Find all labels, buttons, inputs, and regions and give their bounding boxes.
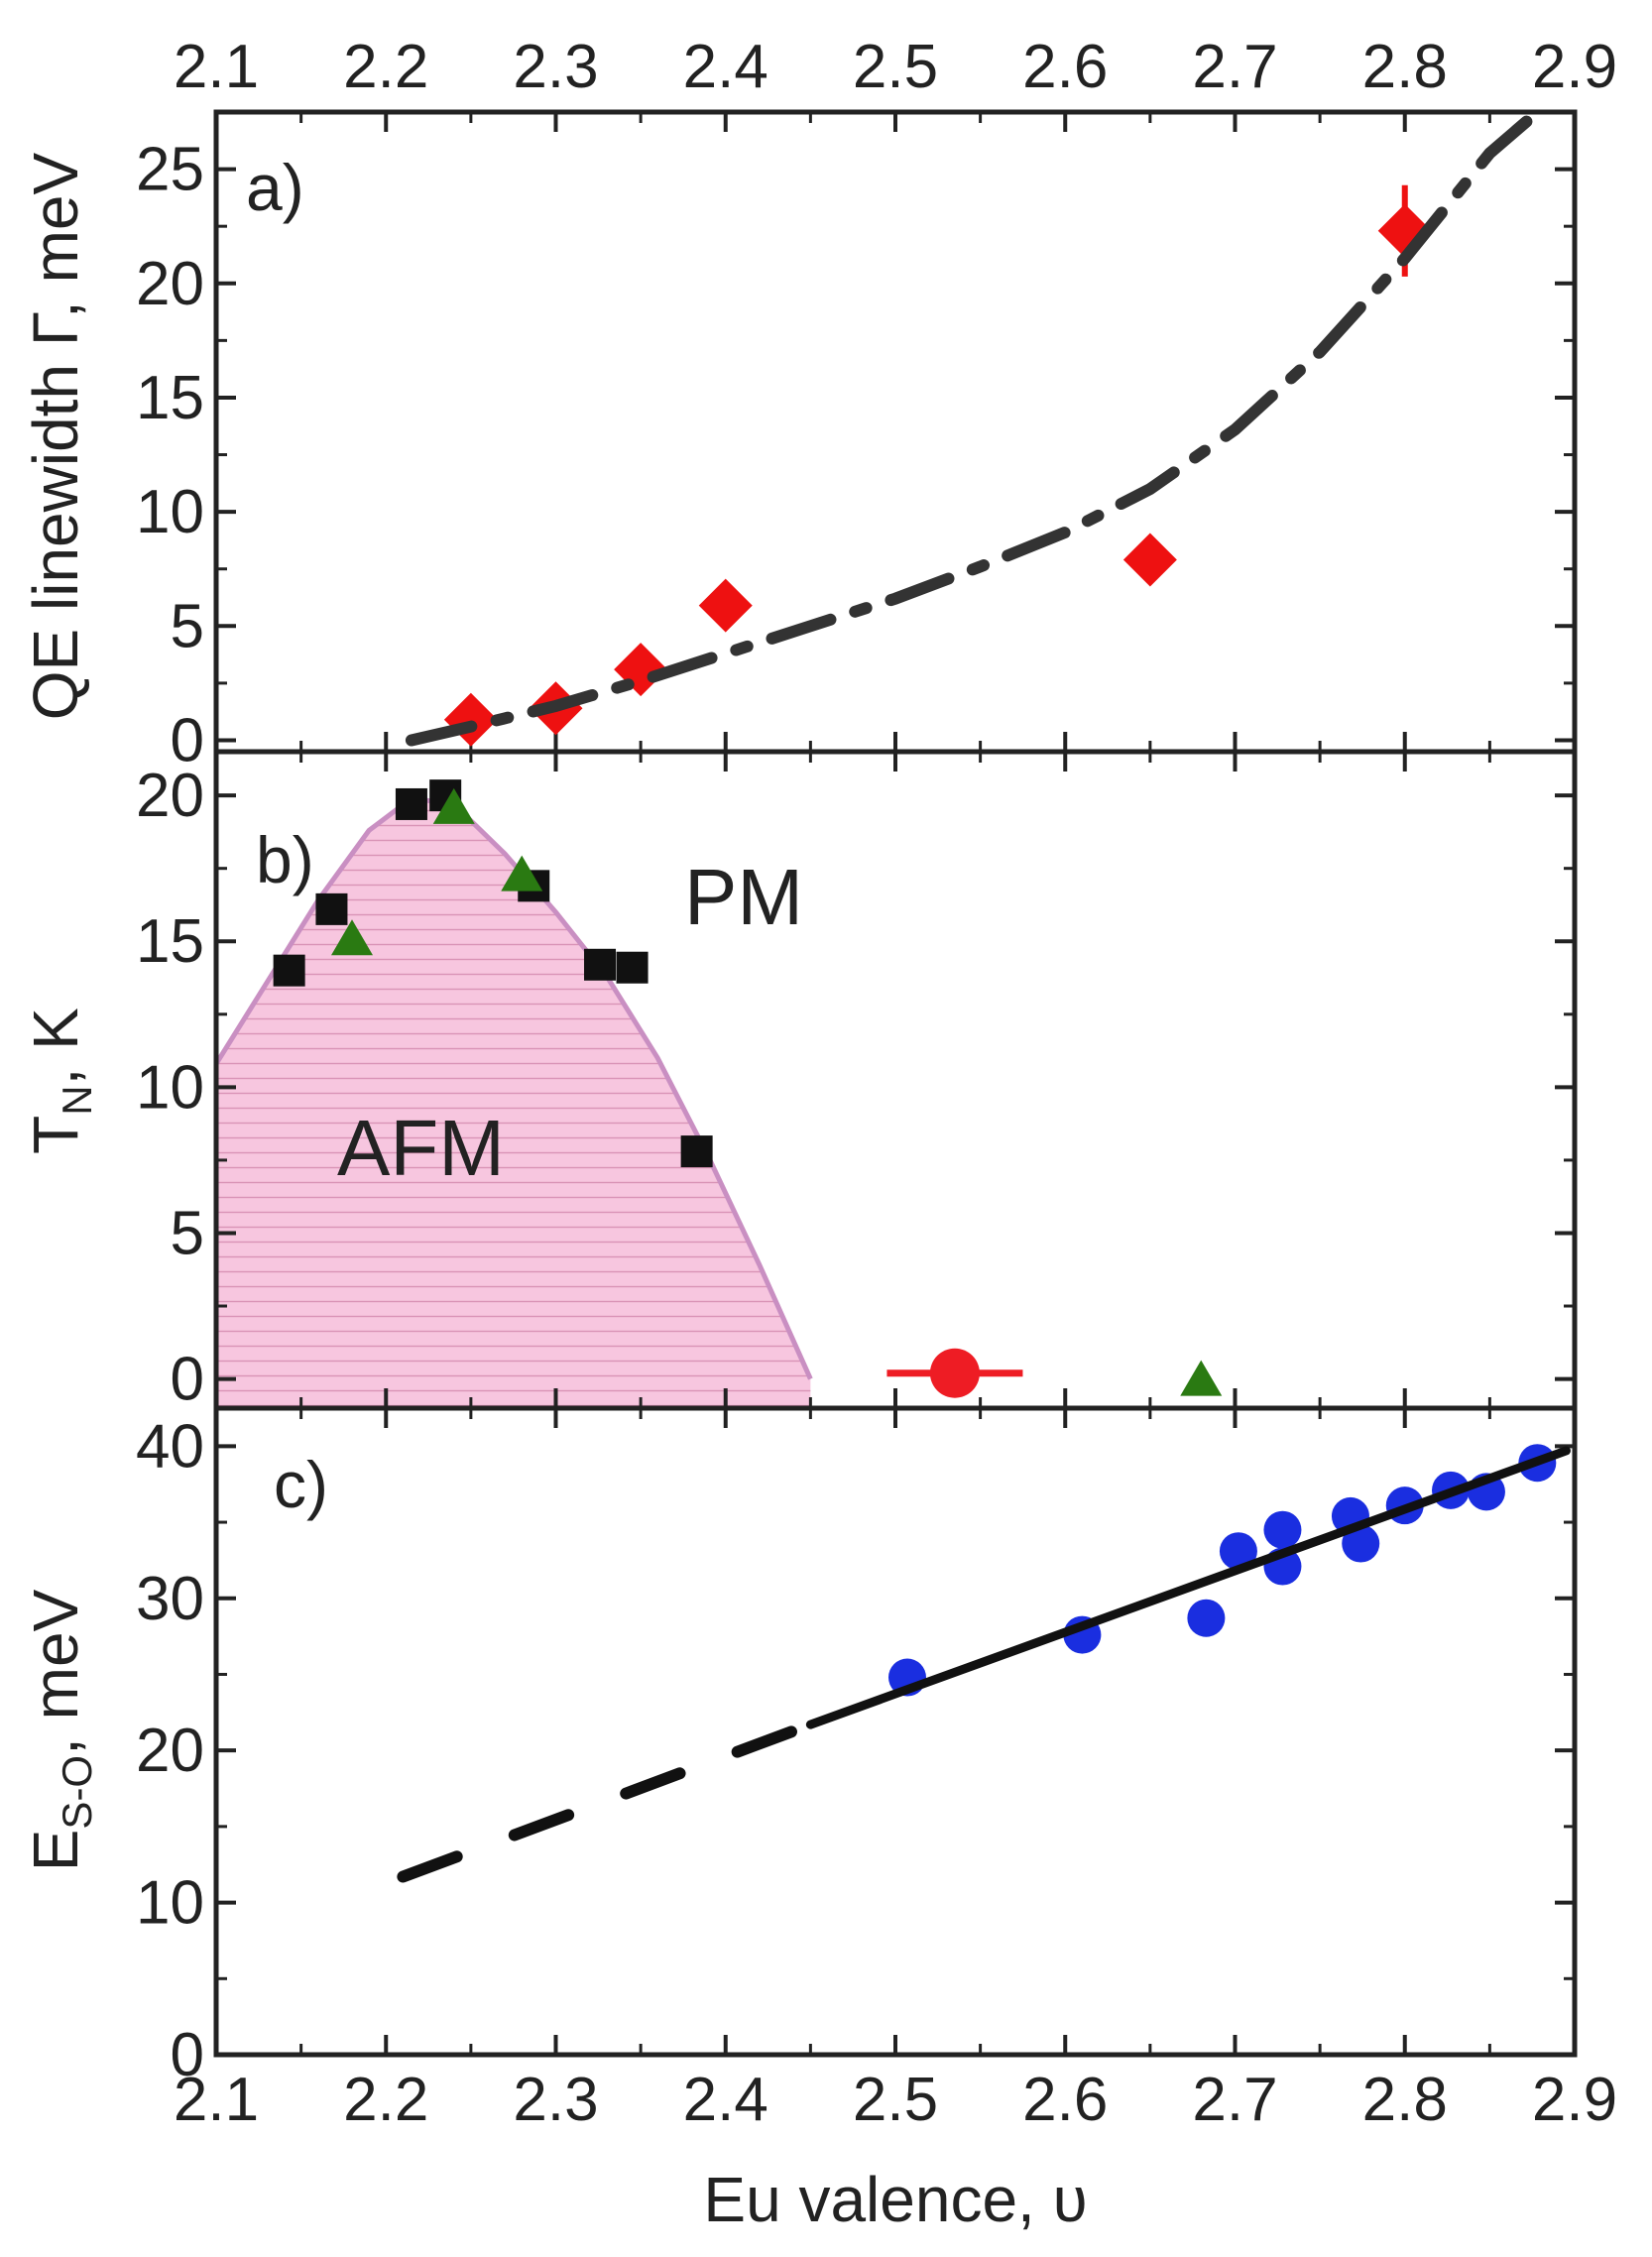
x-tick-label: 2.7 xyxy=(1192,2066,1277,2134)
panel-b-y-axis-rest: , K xyxy=(20,1008,91,1085)
circle-marker xyxy=(1219,1532,1257,1571)
y-tick-label: 10 xyxy=(136,1869,204,1938)
x-tick-label: 2.1 xyxy=(174,2066,259,2134)
circle-marker xyxy=(929,1348,980,1398)
y-tick-label: 20 xyxy=(136,762,204,830)
y-tick-label: 0 xyxy=(171,1346,204,1414)
diamond-marker xyxy=(698,578,753,633)
extrapolation-line xyxy=(397,1719,817,1883)
triangle-marker xyxy=(432,787,475,824)
x-top-tick-label: 2.9 xyxy=(1532,33,1617,101)
triangle-marker xyxy=(331,919,373,956)
x-top-tick-label: 2.3 xyxy=(513,33,598,101)
y-tick-label: 25 xyxy=(136,136,204,204)
triangle-marker xyxy=(1180,1360,1223,1396)
y-tick-label: 20 xyxy=(136,1717,204,1785)
panel-a-y-axis-title: QE linewidth Γ, meV xyxy=(20,152,91,720)
y-tick-label: 0 xyxy=(171,706,204,774)
x-tick-label: 2.6 xyxy=(1022,2066,1108,2134)
panel-a-label: a) xyxy=(246,151,304,224)
diamond-marker xyxy=(443,692,498,747)
square-marker xyxy=(680,1135,713,1168)
x-top-tick-label: 2.8 xyxy=(1362,33,1448,101)
square-marker xyxy=(584,948,617,981)
pm-region-label: PM xyxy=(684,853,803,941)
x-tick-label: 2.4 xyxy=(683,2066,768,2134)
panel-b-y-axis-main: T xyxy=(20,1116,91,1154)
panel-c-data xyxy=(397,1444,1571,1883)
panel-b: 0 5 10 15 20 b) AFM PM TN, K xyxy=(20,749,1578,1414)
y-tick-label: 5 xyxy=(171,592,204,660)
fit-line xyxy=(805,1446,1571,1729)
diamond-marker xyxy=(1122,533,1177,587)
panel-c-ticks: 0 10 20 30 40 2.1 2.2 2.3 2.4 2.5 2.6 2.7 2.8 2.9 xyxy=(136,1408,1617,2134)
square-marker xyxy=(273,954,305,987)
y-tick-label: 0 xyxy=(171,2021,204,2089)
y-tick-label: 10 xyxy=(136,1053,204,1122)
x-top-tick-label: 2.7 xyxy=(1192,33,1277,101)
panel-c-y-axis-main: E xyxy=(20,1830,91,1872)
x-top-tick-label: 2.4 xyxy=(683,33,768,101)
circle-marker xyxy=(1342,1524,1380,1563)
guide-line xyxy=(405,110,1539,747)
y-tick-label: 40 xyxy=(136,1412,204,1481)
panel-a-frame xyxy=(213,109,1578,755)
x-axis-title: Eu valence, υ xyxy=(703,2164,1087,2235)
circle-marker xyxy=(1187,1599,1226,1637)
circle-marker xyxy=(1263,1510,1302,1549)
panel-c-y-axis-title: ES-O, meV xyxy=(20,1589,100,1871)
panel-c-label: c) xyxy=(274,1448,328,1521)
panel-b-y-axis-title: TN, K xyxy=(20,1008,100,1154)
y-tick-label: 10 xyxy=(136,478,204,546)
square-marker xyxy=(315,892,348,925)
x-tick-label: 2.9 xyxy=(1532,2066,1617,2134)
y-tick-label: 15 xyxy=(136,364,204,432)
afm-region-label: AFM xyxy=(337,1104,505,1192)
x-top-tick-label: 2.6 xyxy=(1022,33,1108,101)
x-tick-label: 2.8 xyxy=(1362,2066,1448,2134)
y-tick-label: 30 xyxy=(136,1565,204,1633)
panel-b-y-axis-sub: N xyxy=(54,1085,100,1115)
panel-c-frame xyxy=(213,1405,1578,2058)
square-marker xyxy=(395,787,427,820)
x-tick-label: 2.3 xyxy=(513,2066,598,2134)
x-top-tick-label: 2.5 xyxy=(853,33,938,101)
panel-c-y-axis-sub: S-O xyxy=(54,1755,100,1830)
y-tick-label: 20 xyxy=(136,250,204,318)
x-top-tick-label: 2.2 xyxy=(343,33,428,101)
square-marker xyxy=(616,951,649,984)
triangle-marker xyxy=(501,855,543,891)
x-top-tick-label: 2.1 xyxy=(174,33,259,101)
y-tick-label: 15 xyxy=(136,907,204,976)
panel-a: 0 5 10 15 20 25 2.1 2.2 2.3 2.4 2.5 2.6 2.7 2.8 2.9 a)… xyxy=(20,33,1617,774)
panel-b-label: b) xyxy=(256,823,314,896)
panel-c-y-axis-rest: , meV xyxy=(20,1589,91,1754)
x-tick-label: 2.2 xyxy=(343,2066,428,2134)
y-tick-label: 5 xyxy=(171,1199,204,1267)
x-tick-label: 2.5 xyxy=(853,2066,938,2134)
panel-a-ticks: 0 5 10 15 20 25 2.1 2.2 2.3 2.4 2.5 2.6 2.7 2.8 2.9 xyxy=(136,33,1617,774)
panel-b-data xyxy=(273,779,1223,1398)
panel-a-data xyxy=(405,110,1539,747)
